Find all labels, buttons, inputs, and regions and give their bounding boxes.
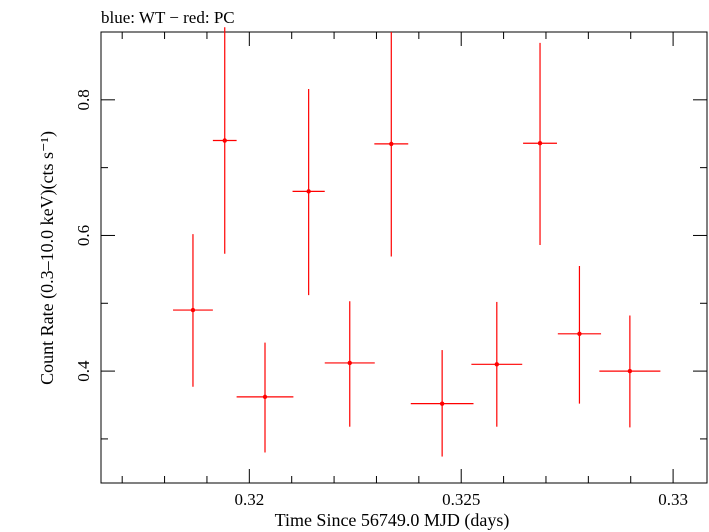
y-tick-label: 0.4 — [74, 360, 93, 382]
y-axis-label: Count Rate (0.3–10.0 keV)(cts s⁻¹) — [37, 131, 58, 385]
x-tick-label: 0.32 — [234, 490, 264, 509]
point-marker — [262, 394, 268, 400]
y-axis: 0.4 0.6 0.8 — [74, 31, 707, 440]
plot-frame — [100, 31, 708, 484]
data-point — [523, 42, 557, 245]
data-series — [173, 27, 661, 457]
point-marker — [537, 141, 543, 146]
point-marker — [347, 360, 352, 366]
point-marker — [306, 189, 311, 194]
data-point — [292, 88, 325, 296]
x-tick-label: 0.33 — [658, 490, 688, 509]
data-point — [236, 342, 294, 453]
chart-title: blue: WT − red: PC — [101, 8, 235, 27]
data-point — [173, 234, 213, 387]
x-axis: 0.32 0.325 0.33 — [121, 32, 688, 509]
point-marker — [439, 401, 445, 406]
data-point — [374, 32, 409, 257]
data-point — [324, 301, 375, 427]
point-marker — [494, 362, 500, 367]
data-point — [212, 27, 237, 254]
y-tick-label: 0.6 — [74, 225, 93, 246]
point-marker — [190, 307, 196, 313]
data-point — [599, 315, 661, 428]
y-tick-label: 0.8 — [74, 89, 93, 110]
x-tick-label: 0.325 — [442, 490, 480, 509]
point-marker — [577, 331, 582, 336]
data-point — [410, 350, 474, 457]
data-point — [471, 301, 523, 427]
x-axis-label: Time Since 56749.0 MJD (days) — [275, 510, 510, 531]
data-point — [557, 265, 602, 404]
point-marker — [627, 368, 633, 374]
point-marker — [222, 138, 227, 143]
point-marker — [389, 141, 394, 147]
